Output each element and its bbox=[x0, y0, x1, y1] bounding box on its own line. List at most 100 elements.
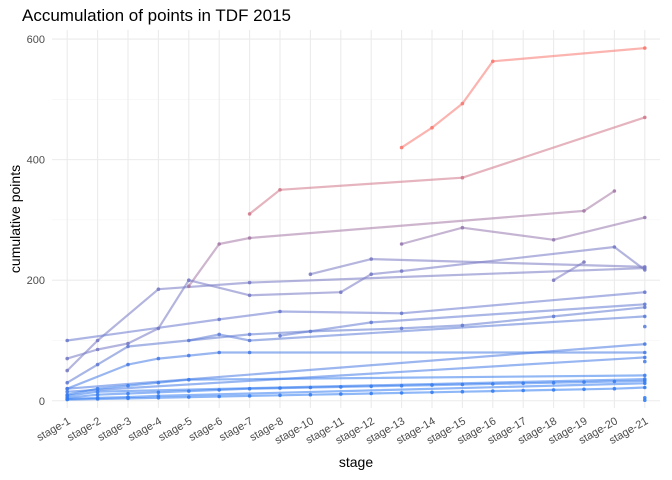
data-point bbox=[187, 284, 191, 289]
series-line bbox=[552, 261, 586, 282]
data-point bbox=[278, 188, 282, 192]
data-point bbox=[643, 381, 647, 386]
data-point bbox=[217, 242, 221, 246]
series-line bbox=[66, 374, 646, 396]
data-point bbox=[521, 381, 525, 386]
data-point bbox=[308, 392, 313, 397]
data-point bbox=[551, 388, 556, 392]
data-point bbox=[430, 125, 434, 130]
data-point bbox=[247, 332, 252, 337]
data-point bbox=[339, 385, 343, 389]
data-point bbox=[156, 287, 161, 292]
data-point bbox=[156, 326, 161, 331]
x-tick-labels: stage-1stage-2stage-3stage-4stage-5stage… bbox=[35, 415, 650, 447]
data-point bbox=[399, 145, 404, 150]
series-line bbox=[66, 306, 646, 384]
x-tick-label: stage-7 bbox=[217, 415, 255, 444]
data-point bbox=[187, 353, 191, 358]
x-tick-label: stage-6 bbox=[187, 415, 225, 444]
data-point bbox=[308, 272, 313, 277]
data-point bbox=[582, 260, 586, 264]
data-point bbox=[156, 390, 161, 395]
data-point bbox=[369, 272, 374, 277]
data-point bbox=[65, 380, 69, 385]
series-lines bbox=[66, 47, 646, 401]
data-point bbox=[643, 342, 647, 346]
data-point bbox=[399, 269, 404, 273]
data-point bbox=[156, 396, 161, 400]
data-point bbox=[278, 333, 282, 338]
data-point bbox=[612, 379, 617, 384]
data-point bbox=[551, 314, 556, 319]
series-points bbox=[65, 46, 647, 403]
data-point bbox=[65, 386, 69, 391]
data-point bbox=[65, 356, 69, 361]
data-point bbox=[643, 350, 647, 355]
chart-title: Accumulation of points in TDF 2015 bbox=[22, 6, 291, 25]
data-point bbox=[126, 391, 130, 396]
data-point bbox=[430, 383, 434, 387]
data-point bbox=[308, 385, 313, 390]
data-point bbox=[460, 389, 465, 394]
grid bbox=[52, 30, 660, 408]
data-point bbox=[643, 398, 647, 403]
y-tick-label: 600 bbox=[27, 34, 45, 46]
data-point bbox=[460, 225, 465, 230]
data-point bbox=[65, 338, 69, 343]
data-point bbox=[460, 101, 465, 106]
data-point bbox=[582, 380, 586, 384]
data-point bbox=[187, 395, 191, 399]
data-point bbox=[65, 368, 69, 373]
x-tick-label: stage-1 bbox=[35, 415, 73, 444]
data-point bbox=[399, 311, 404, 316]
series-line bbox=[66, 386, 646, 401]
data-point bbox=[278, 386, 282, 390]
x-tick-label: stage-3 bbox=[96, 415, 134, 444]
series-line bbox=[66, 379, 646, 399]
data-point bbox=[399, 242, 404, 246]
data-point bbox=[95, 397, 100, 401]
data-point bbox=[126, 341, 130, 346]
data-point bbox=[217, 350, 221, 355]
data-point bbox=[460, 323, 465, 328]
data-point bbox=[95, 386, 100, 391]
data-point bbox=[643, 355, 647, 360]
data-point bbox=[95, 389, 100, 394]
data-point bbox=[460, 382, 465, 387]
data-point bbox=[217, 394, 221, 399]
x-axis-title: stage bbox=[339, 454, 373, 470]
data-point bbox=[643, 290, 647, 295]
x-tick-label: stage-5 bbox=[157, 415, 195, 444]
data-point bbox=[643, 324, 647, 329]
data-point bbox=[612, 189, 617, 193]
data-point bbox=[491, 382, 495, 386]
x-tick-label: stage-4 bbox=[126, 415, 164, 444]
x-tick-label: stage-2 bbox=[65, 415, 103, 444]
data-point bbox=[551, 278, 556, 283]
data-point bbox=[551, 380, 556, 385]
data-point bbox=[491, 59, 495, 64]
data-point bbox=[643, 305, 647, 310]
data-point bbox=[612, 386, 617, 391]
series-line bbox=[66, 356, 646, 393]
series-line bbox=[187, 315, 646, 342]
data-point bbox=[65, 397, 69, 402]
data-point bbox=[187, 278, 191, 283]
data-point bbox=[126, 344, 130, 349]
data-point bbox=[430, 390, 434, 395]
data-point bbox=[612, 245, 617, 249]
data-point bbox=[187, 338, 191, 343]
data-point bbox=[643, 46, 647, 50]
data-point bbox=[369, 320, 374, 325]
data-point bbox=[247, 236, 252, 240]
data-point bbox=[551, 238, 556, 242]
series-line bbox=[400, 216, 646, 246]
data-point bbox=[217, 332, 221, 337]
data-point bbox=[247, 338, 252, 343]
y-tick-label: 200 bbox=[27, 275, 45, 287]
data-point bbox=[126, 383, 130, 388]
data-point bbox=[247, 350, 252, 355]
data-point bbox=[643, 359, 647, 364]
data-point bbox=[217, 388, 221, 392]
data-point bbox=[156, 356, 161, 361]
